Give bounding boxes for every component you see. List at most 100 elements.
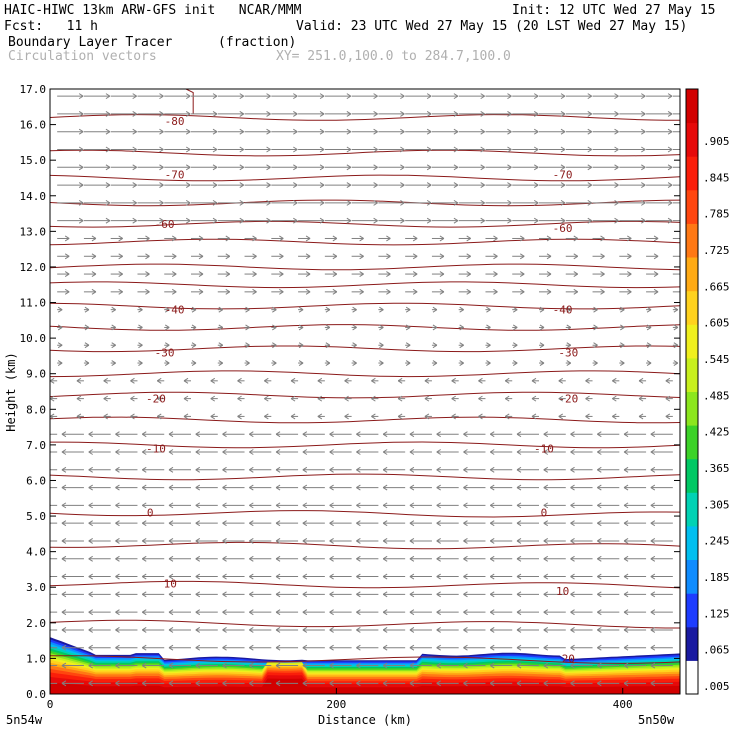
vector-arrowhead [600,288,605,295]
vector-arrowhead [222,431,227,438]
vector-arrowhead [623,502,629,509]
vector-arrowhead [478,395,483,402]
vector-arrowhead [382,573,388,580]
vector-arrowhead [459,306,464,313]
vector-arrowhead [252,271,257,277]
vector-arrowhead [293,182,298,189]
vector-arrowhead [650,662,656,669]
vector-arrowhead [463,484,468,491]
vector-arrowhead [195,520,201,527]
vector-arrowhead [118,271,123,277]
vector-arrowhead [566,306,572,313]
vector-arrowhead [88,644,93,651]
vector-arrowhead [650,466,656,473]
vector-arrowhead [249,591,254,598]
vector-arrowhead [275,644,281,651]
vector-arrowhead [546,271,552,277]
vector-arrowhead [400,182,405,189]
vector-arrowhead [436,680,441,687]
vector-arrowhead [436,520,441,527]
vector-arrowhead [623,644,629,651]
vector-arrowhead [543,591,549,598]
vector-arrowhead [489,466,495,473]
vector-arrowhead [436,431,441,438]
vector-arrowhead [359,271,364,277]
vector-arrowhead [290,395,296,402]
vector-arrowhead [325,360,331,366]
vector-arrowhead [132,146,137,153]
y-tick-label: 9.0 [26,368,46,381]
vector-arrowhead [105,93,111,100]
vector-arrowhead [145,253,150,260]
y-axis-label: Height (km) [4,352,18,431]
vector-arrowhead [141,449,147,455]
vector-arrowhead [141,644,147,651]
vector-arrowhead [459,324,464,331]
vector-arrowhead [489,431,495,438]
vector-arrowhead [480,146,485,153]
vector-arrowhead [646,360,652,366]
vector-arrowhead [600,253,605,260]
vector-arrowhead [597,591,602,598]
vector-arrowhead [426,128,432,135]
colorbar-swatch [686,391,698,426]
vector-arrowhead [111,360,116,366]
vector-arrowhead [61,680,67,687]
vector-arrowhead [597,431,602,438]
vector-arrowhead [305,235,311,242]
vector-arrowhead [382,502,388,509]
vector-arrowhead [623,555,629,562]
vector-arrowhead [489,484,495,491]
vector-arrowhead [570,431,575,438]
colorbar-swatch [686,525,698,560]
vector-arrowhead [115,466,120,473]
vector-arrowhead [302,609,308,616]
vector-arrowhead [88,538,93,544]
y-tick-label: 2.0 [26,617,46,630]
contour-label: -10 [146,442,166,455]
vector-arrowhead [453,110,459,117]
vector-arrowhead [168,609,174,616]
y-tick-label: 16.0 [20,119,47,132]
vector-arrowhead [168,555,174,562]
vector-arrowhead [489,538,495,544]
vector-arrowhead [168,484,174,491]
vector-arrowhead [382,466,388,473]
vector-arrowhead [600,235,605,242]
vector-arrowhead [185,182,191,189]
vector-arrowhead [115,680,120,687]
contour-label: 0 [147,507,154,520]
vector-arrowhead [212,93,218,100]
vector-arrowhead [319,182,325,189]
vector-arrowhead [344,395,349,402]
vector-arrowhead [61,449,67,455]
vector-arrowhead [531,413,537,420]
vector-arrowhead [507,128,512,135]
vector-arrowhead [373,93,378,100]
vector-arrowhead [210,395,216,402]
valid-time: Valid: 23 UTC Wed 27 May 15 (20 LST Wed … [296,19,688,34]
vector-arrowhead [275,484,281,491]
vector-arrowhead [486,342,491,349]
vector-arrowhead [141,662,147,669]
contour-line [50,619,680,629]
vector-arrowhead [325,306,331,313]
vector-arrowhead [453,93,459,100]
vector-arrowhead [319,146,325,153]
vector-arrowhead [356,573,361,580]
vector-arrowhead [424,413,430,420]
vector-arrowhead [185,164,191,171]
vector-arrowhead [489,609,495,616]
vector-arrowhead [638,377,644,384]
vector-arrowhead [463,662,468,669]
vector-arrowhead [272,306,277,313]
vector-arrowhead [76,377,82,384]
vector-arrowhead [597,644,602,651]
vector-arrowhead [373,199,378,206]
vector-arrowhead [463,609,468,616]
vector-arrowhead [239,164,245,171]
vector-arrowhead [105,110,111,117]
vector-arrowhead [650,484,656,491]
vector-arrowhead [159,199,164,206]
vector-arrowhead [597,466,602,473]
